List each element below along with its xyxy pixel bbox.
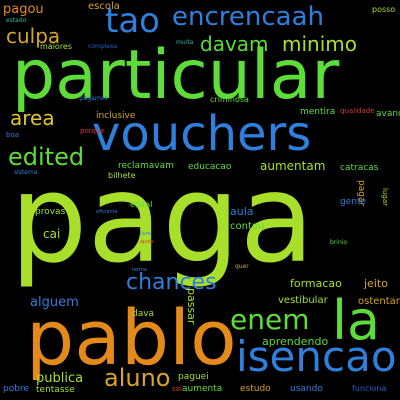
word-pagou: pagou xyxy=(3,2,44,17)
word-brinio: brinio xyxy=(330,239,348,246)
word-eficiente: eficiente xyxy=(96,209,118,215)
word-escola: escola xyxy=(88,1,120,12)
word-qualidade: qualidade xyxy=(340,107,375,115)
word-usando: usando xyxy=(290,384,323,394)
word-edited: edited xyxy=(8,143,85,171)
word-pagar: pagar xyxy=(356,180,366,207)
word-estudo: estudo xyxy=(240,384,271,394)
word-aprendendo: aprendendo xyxy=(262,335,329,348)
word-terma: terma xyxy=(132,267,147,273)
word-complexa: complexa xyxy=(88,43,118,50)
word-enem: enem xyxy=(230,303,310,336)
word-educacao: educacao xyxy=(188,162,232,172)
word-vestibular: vestibular xyxy=(278,295,328,306)
word-culpa: culpa xyxy=(6,24,61,48)
word-aumenta: aumenta xyxy=(182,384,223,394)
word-isencao: isencao xyxy=(236,332,397,381)
word-provas: provas xyxy=(35,207,66,217)
word-encrencaah: encrencaah xyxy=(172,2,325,32)
word-sai: sai xyxy=(172,385,182,393)
word-sistema: sistema xyxy=(14,169,38,176)
word-bilhete: bilhete xyxy=(108,171,136,180)
word-catracas: catracas xyxy=(340,163,379,173)
word-mentira: mentira xyxy=(300,107,336,117)
word-minimo: minimo xyxy=(282,32,357,56)
word-livre: livre xyxy=(140,231,151,237)
word-paga: paga xyxy=(10,148,315,290)
word-estado: estado xyxy=(6,17,27,24)
word-porque: porque xyxy=(80,127,105,135)
word-funciona: funciona xyxy=(352,384,387,393)
word-criminosa: criminosa xyxy=(210,95,249,104)
word-passar: passar xyxy=(185,288,198,325)
word-pablo: pablo xyxy=(26,293,237,382)
word-inclusive: inclusive xyxy=(96,111,136,121)
word-ajuda: ajuda xyxy=(140,239,154,245)
word-vouchers: vouchers xyxy=(92,106,312,162)
word-la: la xyxy=(332,289,381,352)
word-lugar: lugar xyxy=(381,188,389,206)
word-pobre: pobre xyxy=(3,384,29,394)
word-pagamos: pagamos xyxy=(80,95,108,102)
word-quer: quer xyxy=(235,263,249,270)
word-avancava: avancava xyxy=(376,109,400,119)
word-tentasse: tentasse xyxy=(36,385,75,395)
word-tao: tao xyxy=(105,1,160,41)
word-contou: contou xyxy=(230,221,265,232)
word-jeito: jeito xyxy=(364,277,388,290)
word-aluno: aluno xyxy=(104,364,171,392)
word-cai: cai xyxy=(43,227,61,241)
word-edital: edital xyxy=(130,200,153,209)
word-muita: muita xyxy=(176,39,194,46)
word-alguem: alguem xyxy=(30,295,79,310)
word-area: area xyxy=(10,106,55,130)
word-ostentar: ostentar xyxy=(358,296,400,307)
word-chances: chances xyxy=(126,270,217,295)
word-gente: gente xyxy=(340,197,367,207)
word-paguei: paguei xyxy=(178,372,209,382)
word-boa: boa xyxy=(6,131,20,139)
word-reclamavam: reclamavam xyxy=(118,161,174,171)
word-dava: dava xyxy=(132,309,155,319)
word-posso: posso xyxy=(372,5,396,14)
word-formacao: formacao xyxy=(290,277,342,290)
word-particular: particular xyxy=(12,36,340,115)
word-aumentam: aumentam xyxy=(260,159,326,173)
word-davam: davam xyxy=(200,32,269,56)
word-maiores: maiores xyxy=(40,42,73,51)
word-aula: aula xyxy=(230,205,254,218)
word-publica: publica xyxy=(36,371,84,386)
